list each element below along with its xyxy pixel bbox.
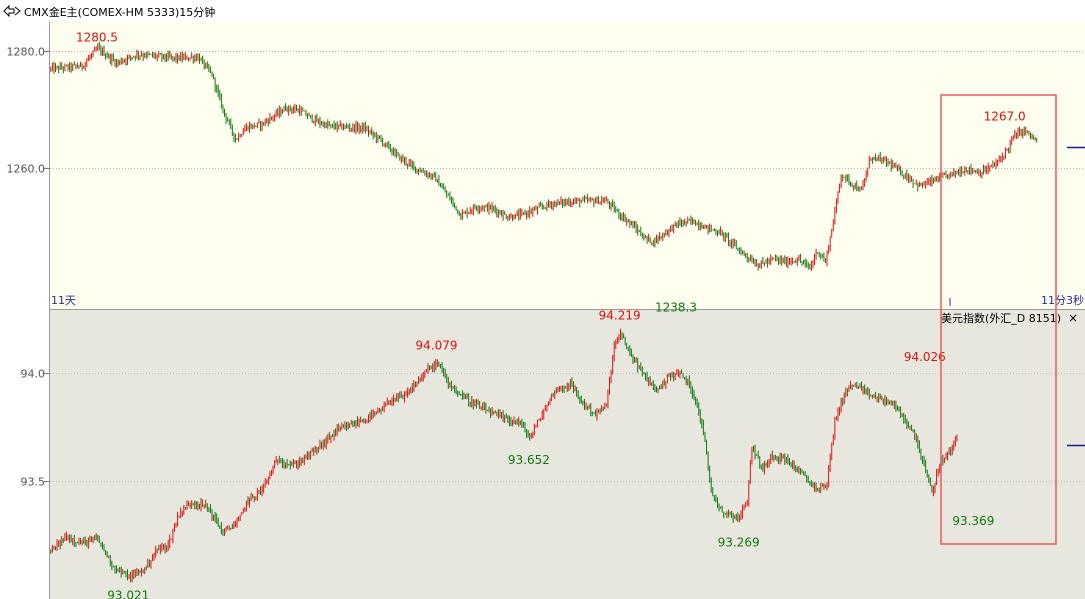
chart-title: CMX金E主(COMEX-HM 5333)15分钟: [24, 6, 216, 19]
gold-panel-bg: [50, 22, 1085, 309]
y-tick-label: 93.5: [21, 476, 46, 489]
low-price-label: 1238.3: [655, 301, 697, 315]
y-tick-label: 1260.0: [7, 163, 46, 176]
low-price-label: 93.269: [718, 535, 760, 549]
low-price-label: 93.652: [508, 453, 550, 467]
high-price-label: 94.219: [599, 308, 641, 322]
gold-y-ticks: 1260.0 1280.0: [7, 46, 50, 176]
time-label-right: 11分3秒: [1041, 293, 1084, 307]
usd-index-label: 美元指数(外汇_D 8151): [941, 311, 1061, 325]
time-label-left: 11天: [51, 294, 76, 307]
close-icon[interactable]: ×: [1068, 311, 1078, 325]
high-price-label: 1280.5: [76, 30, 118, 44]
usd-panel-bg: [50, 309, 1085, 599]
usd-candles: [50, 328, 958, 583]
y-tick-label: 1280.0: [7, 46, 46, 59]
low-price-label: 93.369: [952, 514, 994, 528]
usd-y-ticks: 93.5 94.0: [21, 368, 50, 489]
high-price-label: 94.026: [904, 350, 946, 364]
gold-candles: [50, 41, 1038, 272]
high-price-label: 1267.0: [984, 109, 1026, 123]
highlight-box: [940, 94, 1057, 545]
back-arrow-icon[interactable]: [3, 5, 21, 17]
y-tick-label: 94.0: [21, 368, 46, 381]
left-axis-bg: [0, 22, 50, 599]
high-price-label: 94.079: [416, 338, 458, 352]
usd-annotations: 94.079 94.219 94.026 93.021 93.652 93.269 93.3…: [107, 308, 994, 599]
gold-annotations: 1280.5 1238.3 1267.0: [76, 30, 1026, 314]
low-price-label: 93.021: [107, 589, 149, 599]
